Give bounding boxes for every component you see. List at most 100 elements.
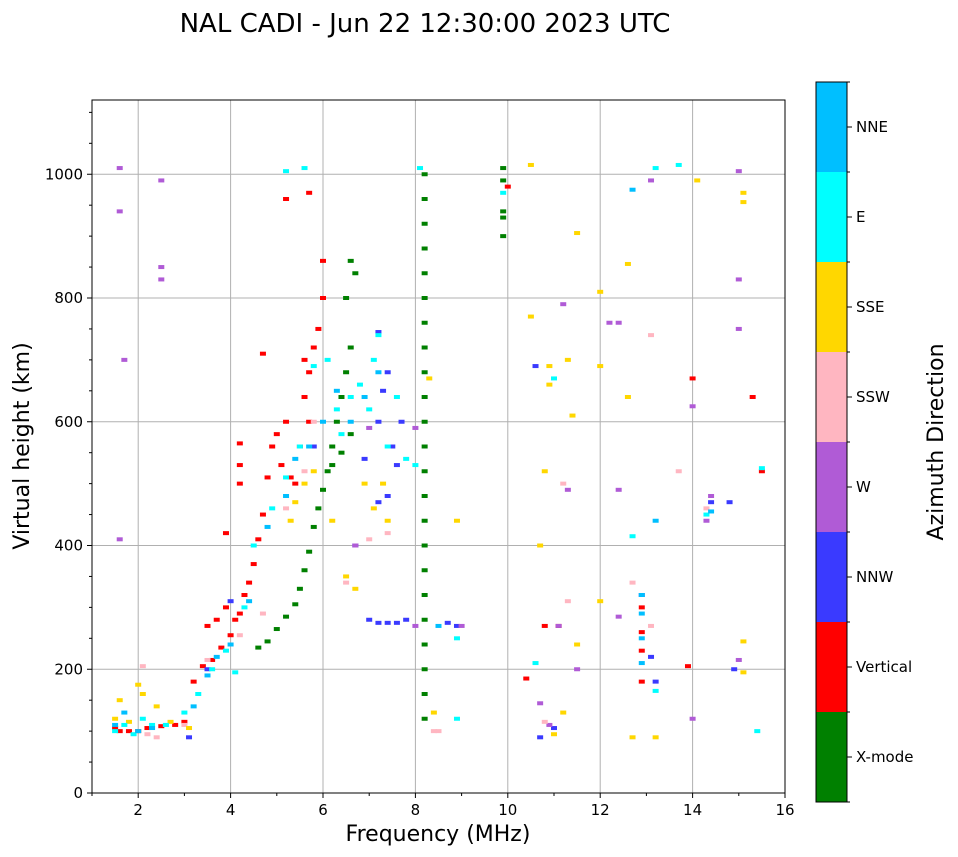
- data-point: [186, 735, 193, 740]
- data-point: [504, 184, 511, 189]
- colorbar-segment: [816, 532, 847, 622]
- data-point: [292, 456, 299, 461]
- data-point: [615, 487, 622, 492]
- data-point: [370, 506, 377, 511]
- x-tick-label: 4: [226, 801, 236, 819]
- data-point: [412, 425, 419, 430]
- data-point: [380, 388, 387, 393]
- colorbar-segment: [816, 442, 847, 532]
- data-point: [412, 463, 419, 468]
- data-point: [652, 735, 659, 740]
- data-point: [624, 395, 631, 399]
- data-point: [740, 639, 747, 644]
- data-point: [352, 586, 359, 591]
- data-point: [195, 692, 202, 696]
- grid: [92, 100, 785, 793]
- colorbar-segment: [816, 622, 847, 712]
- data-point: [375, 370, 382, 375]
- data-point: [703, 512, 710, 517]
- data-point: [204, 623, 211, 628]
- data-point: [361, 395, 368, 399]
- data-point: [320, 487, 326, 492]
- colorbar-label: SSW: [856, 388, 890, 406]
- y-axis: 0 200 400 600 800 1000: [45, 111, 92, 802]
- data-point: [648, 654, 655, 659]
- data-point: [551, 376, 557, 381]
- data-point: [121, 710, 128, 715]
- data-point: [283, 614, 290, 619]
- data-point: [116, 209, 123, 214]
- data-point: [735, 169, 742, 174]
- data-point: [255, 645, 262, 650]
- data-point: [421, 246, 428, 251]
- data-point: [421, 692, 428, 696]
- data-point: [629, 187, 636, 192]
- data-point: [273, 627, 280, 632]
- data-point: [149, 726, 156, 731]
- data-point: [435, 623, 442, 628]
- data-point: [735, 326, 742, 331]
- data-point: [527, 162, 534, 167]
- plot-frame: [91, 99, 786, 794]
- data-point: [199, 664, 206, 669]
- data-point: [417, 166, 424, 171]
- y-tick-label: 600: [54, 413, 83, 431]
- y-tick-label: 0: [73, 784, 83, 802]
- x-tick-label: 14: [683, 801, 702, 819]
- data-point: [315, 326, 322, 331]
- colorbar: X-mode Vertical NNW W SSW SSE E NNE: [815, 81, 913, 803]
- data-point: [301, 481, 308, 486]
- data-point: [453, 636, 460, 641]
- data-point: [310, 524, 317, 529]
- data-point: [564, 599, 571, 604]
- data-point: [652, 518, 659, 523]
- data-point: [149, 722, 156, 727]
- data-point: [352, 271, 359, 276]
- data-point: [172, 722, 179, 727]
- data-point: [421, 370, 428, 375]
- data-point: [615, 320, 622, 325]
- data-point: [560, 481, 567, 486]
- data-point: [209, 667, 216, 672]
- data-point: [329, 518, 336, 523]
- data-point: [551, 726, 557, 731]
- series-vertical: [112, 184, 765, 734]
- data-point: [541, 469, 548, 474]
- chart-title: NAL CADI - Jun 22 12:30:00 2023 UTC: [180, 9, 671, 39]
- x-tick-label: 2: [133, 801, 143, 819]
- data-point: [403, 617, 410, 622]
- data-point: [158, 277, 165, 282]
- data-point: [287, 475, 294, 480]
- colorbar-label: SSE: [856, 298, 885, 316]
- data-point: [421, 296, 428, 300]
- data-point: [560, 302, 567, 307]
- data-point: [273, 432, 280, 437]
- data-point: [186, 726, 193, 731]
- data-point: [306, 370, 313, 375]
- data-point: [421, 320, 428, 325]
- data-point: [329, 444, 336, 449]
- data-point: [283, 506, 290, 511]
- data-point: [389, 444, 396, 449]
- data-point: [689, 716, 696, 721]
- data-point: [116, 729, 123, 734]
- data-point: [421, 395, 428, 399]
- data-point: [430, 729, 437, 734]
- data-point: [218, 645, 225, 650]
- data-point: [370, 357, 377, 362]
- data-point: [158, 265, 165, 270]
- data-point: [421, 642, 428, 647]
- data-point: [116, 166, 123, 171]
- data-point: [749, 395, 756, 399]
- data-point: [343, 580, 350, 585]
- data-point: [675, 469, 682, 474]
- data-point: [500, 209, 507, 214]
- data-point: [393, 463, 400, 468]
- data-point: [250, 543, 257, 548]
- data-point: [652, 679, 659, 684]
- data-point: [125, 719, 132, 724]
- data-point: [638, 611, 645, 616]
- data-point: [361, 481, 368, 486]
- data-point: [135, 682, 142, 687]
- data-point: [500, 178, 507, 183]
